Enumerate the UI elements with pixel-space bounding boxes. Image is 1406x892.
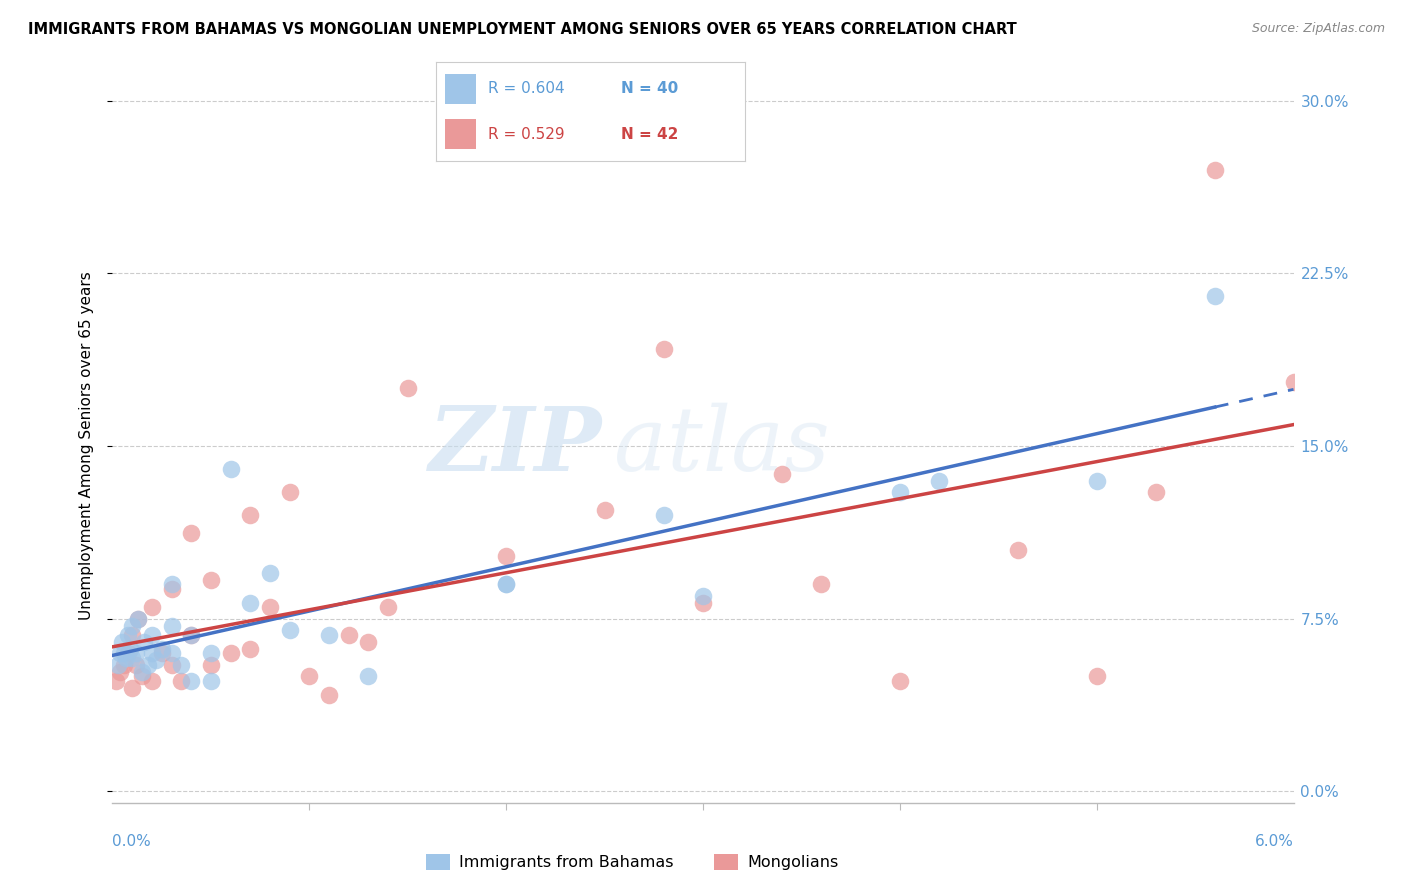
Point	[127, 612, 149, 626]
Point	[396, 381, 419, 395]
Point	[495, 577, 517, 591]
Point	[180, 526, 202, 541]
Point	[259, 566, 281, 580]
Point	[150, 646, 173, 660]
Text: ZIP: ZIP	[429, 403, 603, 489]
Legend: Immigrants from Bahamas, Mongolians: Immigrants from Bahamas, Mongolians	[419, 847, 845, 877]
Point	[200, 657, 222, 672]
Point	[115, 650, 138, 665]
Point	[117, 646, 139, 660]
Point	[377, 600, 399, 615]
Point	[121, 650, 143, 665]
Point	[131, 669, 153, 683]
Point	[132, 634, 155, 648]
Text: N = 40: N = 40	[621, 81, 679, 96]
Point	[357, 669, 380, 683]
Point	[170, 673, 193, 688]
Point	[160, 582, 183, 596]
Point	[160, 618, 183, 632]
Point	[117, 628, 139, 642]
Y-axis label: Unemployment Among Seniors over 65 years: Unemployment Among Seniors over 65 years	[79, 272, 94, 620]
Point	[150, 641, 173, 656]
Point	[239, 595, 262, 609]
Point	[125, 646, 148, 660]
Point	[1204, 162, 1226, 177]
Point	[127, 612, 149, 626]
Text: R = 0.529: R = 0.529	[488, 127, 565, 142]
Point	[337, 628, 360, 642]
Point	[1085, 474, 1108, 488]
Point	[652, 508, 675, 522]
Point	[145, 653, 167, 667]
Point	[105, 673, 128, 688]
Point	[278, 623, 301, 637]
Point	[928, 474, 950, 488]
Point	[110, 646, 132, 660]
Bar	[446, 74, 477, 103]
Point	[160, 646, 183, 660]
Point	[110, 665, 132, 679]
Text: Source: ZipAtlas.com: Source: ZipAtlas.com	[1251, 22, 1385, 36]
Point	[180, 673, 202, 688]
Point	[121, 618, 143, 632]
Point	[141, 600, 163, 615]
Text: R = 0.604: R = 0.604	[488, 81, 565, 96]
Text: atlas: atlas	[614, 402, 830, 490]
Point	[1204, 289, 1226, 303]
Point	[219, 462, 242, 476]
Point	[112, 646, 135, 660]
Point	[125, 657, 148, 672]
Point	[889, 673, 911, 688]
Point	[107, 657, 129, 672]
Point	[318, 628, 340, 642]
Point	[1144, 485, 1167, 500]
Point	[239, 641, 262, 656]
Point	[219, 646, 242, 660]
Point	[120, 641, 142, 656]
Point	[770, 467, 793, 481]
Point	[112, 657, 135, 672]
Point	[121, 681, 143, 695]
Point	[180, 628, 202, 642]
Point	[141, 673, 163, 688]
Point	[810, 577, 832, 591]
Point	[259, 600, 281, 615]
Point	[239, 508, 262, 522]
Point	[889, 485, 911, 500]
Point	[121, 628, 143, 642]
Point	[1085, 669, 1108, 683]
Point	[278, 485, 301, 500]
Point	[318, 688, 340, 702]
Point	[200, 673, 222, 688]
Point	[141, 646, 163, 660]
Text: N = 42: N = 42	[621, 127, 679, 142]
Bar	[446, 120, 477, 149]
Point	[1007, 542, 1029, 557]
Point	[357, 634, 380, 648]
Point	[652, 343, 675, 357]
Point	[141, 628, 163, 642]
Text: IMMIGRANTS FROM BAHAMAS VS MONGOLIAN UNEMPLOYMENT AMONG SENIORS OVER 65 YEARS CO: IMMIGRANTS FROM BAHAMAS VS MONGOLIAN UNE…	[28, 22, 1017, 37]
Text: 6.0%: 6.0%	[1254, 834, 1294, 849]
Point	[200, 646, 222, 660]
Point	[495, 549, 517, 564]
Text: 0.0%: 0.0%	[112, 834, 152, 849]
Point	[160, 577, 183, 591]
Point	[495, 577, 517, 591]
Point	[200, 573, 222, 587]
Point	[1282, 375, 1305, 389]
Point	[593, 503, 616, 517]
Point	[692, 589, 714, 603]
Point	[170, 657, 193, 672]
Point	[131, 665, 153, 679]
Point	[136, 657, 159, 672]
Point	[692, 595, 714, 609]
Point	[160, 657, 183, 672]
Point	[111, 634, 134, 648]
Point	[298, 669, 321, 683]
Point	[180, 628, 202, 642]
